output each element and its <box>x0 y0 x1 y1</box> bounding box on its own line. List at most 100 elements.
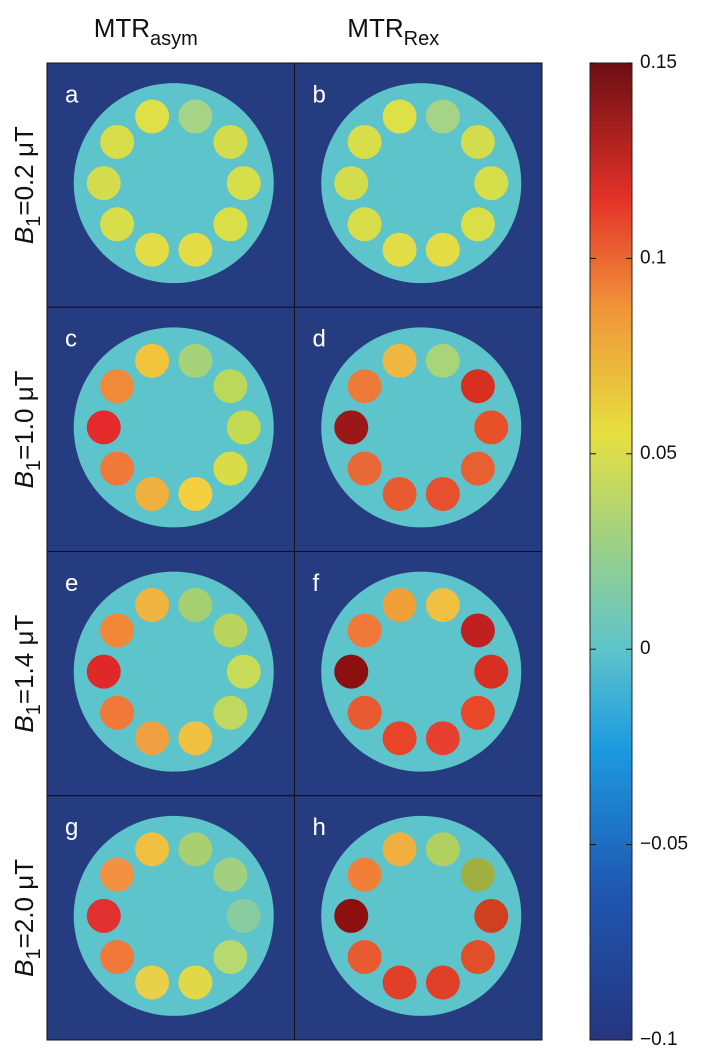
vial <box>382 343 417 378</box>
header-sub: asym <box>150 28 198 50</box>
vial <box>213 940 248 975</box>
vial <box>86 654 121 689</box>
row-symbol: B <box>9 959 39 976</box>
vial <box>347 124 382 159</box>
panel-letter: h <box>313 814 326 841</box>
vial <box>382 965 417 1000</box>
vial <box>460 857 495 892</box>
colorbar-tick-label: 0 <box>640 638 651 659</box>
row-text: =2.0 μT <box>9 859 39 949</box>
vial <box>135 232 170 267</box>
vial <box>226 410 261 445</box>
vial <box>178 588 213 623</box>
vial <box>135 343 170 378</box>
vial <box>100 369 135 404</box>
vial <box>460 124 495 159</box>
vial <box>474 166 509 201</box>
vial <box>425 965 460 1000</box>
vial <box>460 695 495 730</box>
vial <box>213 857 248 892</box>
row-symbol: B <box>9 715 39 732</box>
vial <box>213 207 248 242</box>
vial <box>347 613 382 648</box>
row-symbol: B <box>9 471 39 488</box>
vial <box>178 721 213 756</box>
row-symbol: B <box>9 227 39 244</box>
panel-letter: c <box>65 326 77 353</box>
vial <box>425 832 460 867</box>
panel-letter: d <box>313 326 326 353</box>
vial <box>460 451 495 486</box>
vial <box>425 721 460 756</box>
vial <box>213 451 248 486</box>
row-sub: 1 <box>23 460 45 471</box>
column-header: MTRRex <box>347 13 439 50</box>
panel-letter: a <box>65 81 79 108</box>
vial <box>86 410 121 445</box>
row-label: B1=0.2 μT <box>9 126 45 244</box>
row-text: =0.2 μT <box>9 126 39 216</box>
colorbar-tick-label: 0.05 <box>640 443 677 464</box>
panel-letter: b <box>313 81 326 108</box>
row-sub: 1 <box>23 704 45 715</box>
vial <box>178 832 213 867</box>
panel-letter: f <box>313 570 320 597</box>
vial <box>474 898 509 933</box>
vial <box>382 476 417 511</box>
header-main: MTR <box>94 13 150 43</box>
vial <box>226 898 261 933</box>
vial <box>135 721 170 756</box>
row-label: B1=1.0 μT <box>9 370 45 488</box>
vial <box>213 613 248 648</box>
row-label: B1=1.4 μT <box>9 615 45 733</box>
vial <box>347 857 382 892</box>
panel-letter: e <box>65 570 78 597</box>
row-label: B1=2.0 μT <box>9 859 45 977</box>
vial <box>382 588 417 623</box>
vial <box>460 613 495 648</box>
vial <box>135 588 170 623</box>
vial <box>460 940 495 975</box>
vial <box>334 654 369 689</box>
vial <box>460 369 495 404</box>
vial <box>135 832 170 867</box>
vial <box>178 476 213 511</box>
vial <box>425 99 460 134</box>
vial <box>213 695 248 730</box>
vial <box>334 166 369 201</box>
vial <box>474 410 509 445</box>
vial <box>226 654 261 689</box>
vial <box>178 99 213 134</box>
vial <box>425 476 460 511</box>
vial <box>347 940 382 975</box>
vial <box>178 232 213 267</box>
vial <box>425 343 460 378</box>
vial <box>86 898 121 933</box>
vial <box>178 343 213 378</box>
vial <box>86 166 121 201</box>
vial <box>135 965 170 1000</box>
vial <box>135 476 170 511</box>
colorbar-tick-label: 0.1 <box>640 247 666 268</box>
vial <box>382 832 417 867</box>
vial <box>100 695 135 730</box>
vial <box>100 207 135 242</box>
vial <box>334 410 369 445</box>
colorbar-tick-label: 0.15 <box>640 52 677 73</box>
vial <box>382 232 417 267</box>
vial <box>213 369 248 404</box>
panel-letter: g <box>65 814 78 841</box>
vial <box>425 232 460 267</box>
header-main: MTR <box>347 13 403 43</box>
vial <box>347 695 382 730</box>
row-text: =1.0 μT <box>9 370 39 460</box>
vial <box>135 99 170 134</box>
row-sub: 1 <box>23 948 45 959</box>
colorbar-tick-label: −0.05 <box>640 834 688 855</box>
vial <box>382 99 417 134</box>
vial <box>425 588 460 623</box>
row-text: =1.4 μT <box>9 615 39 705</box>
vial <box>100 857 135 892</box>
row-sub: 1 <box>23 216 45 227</box>
